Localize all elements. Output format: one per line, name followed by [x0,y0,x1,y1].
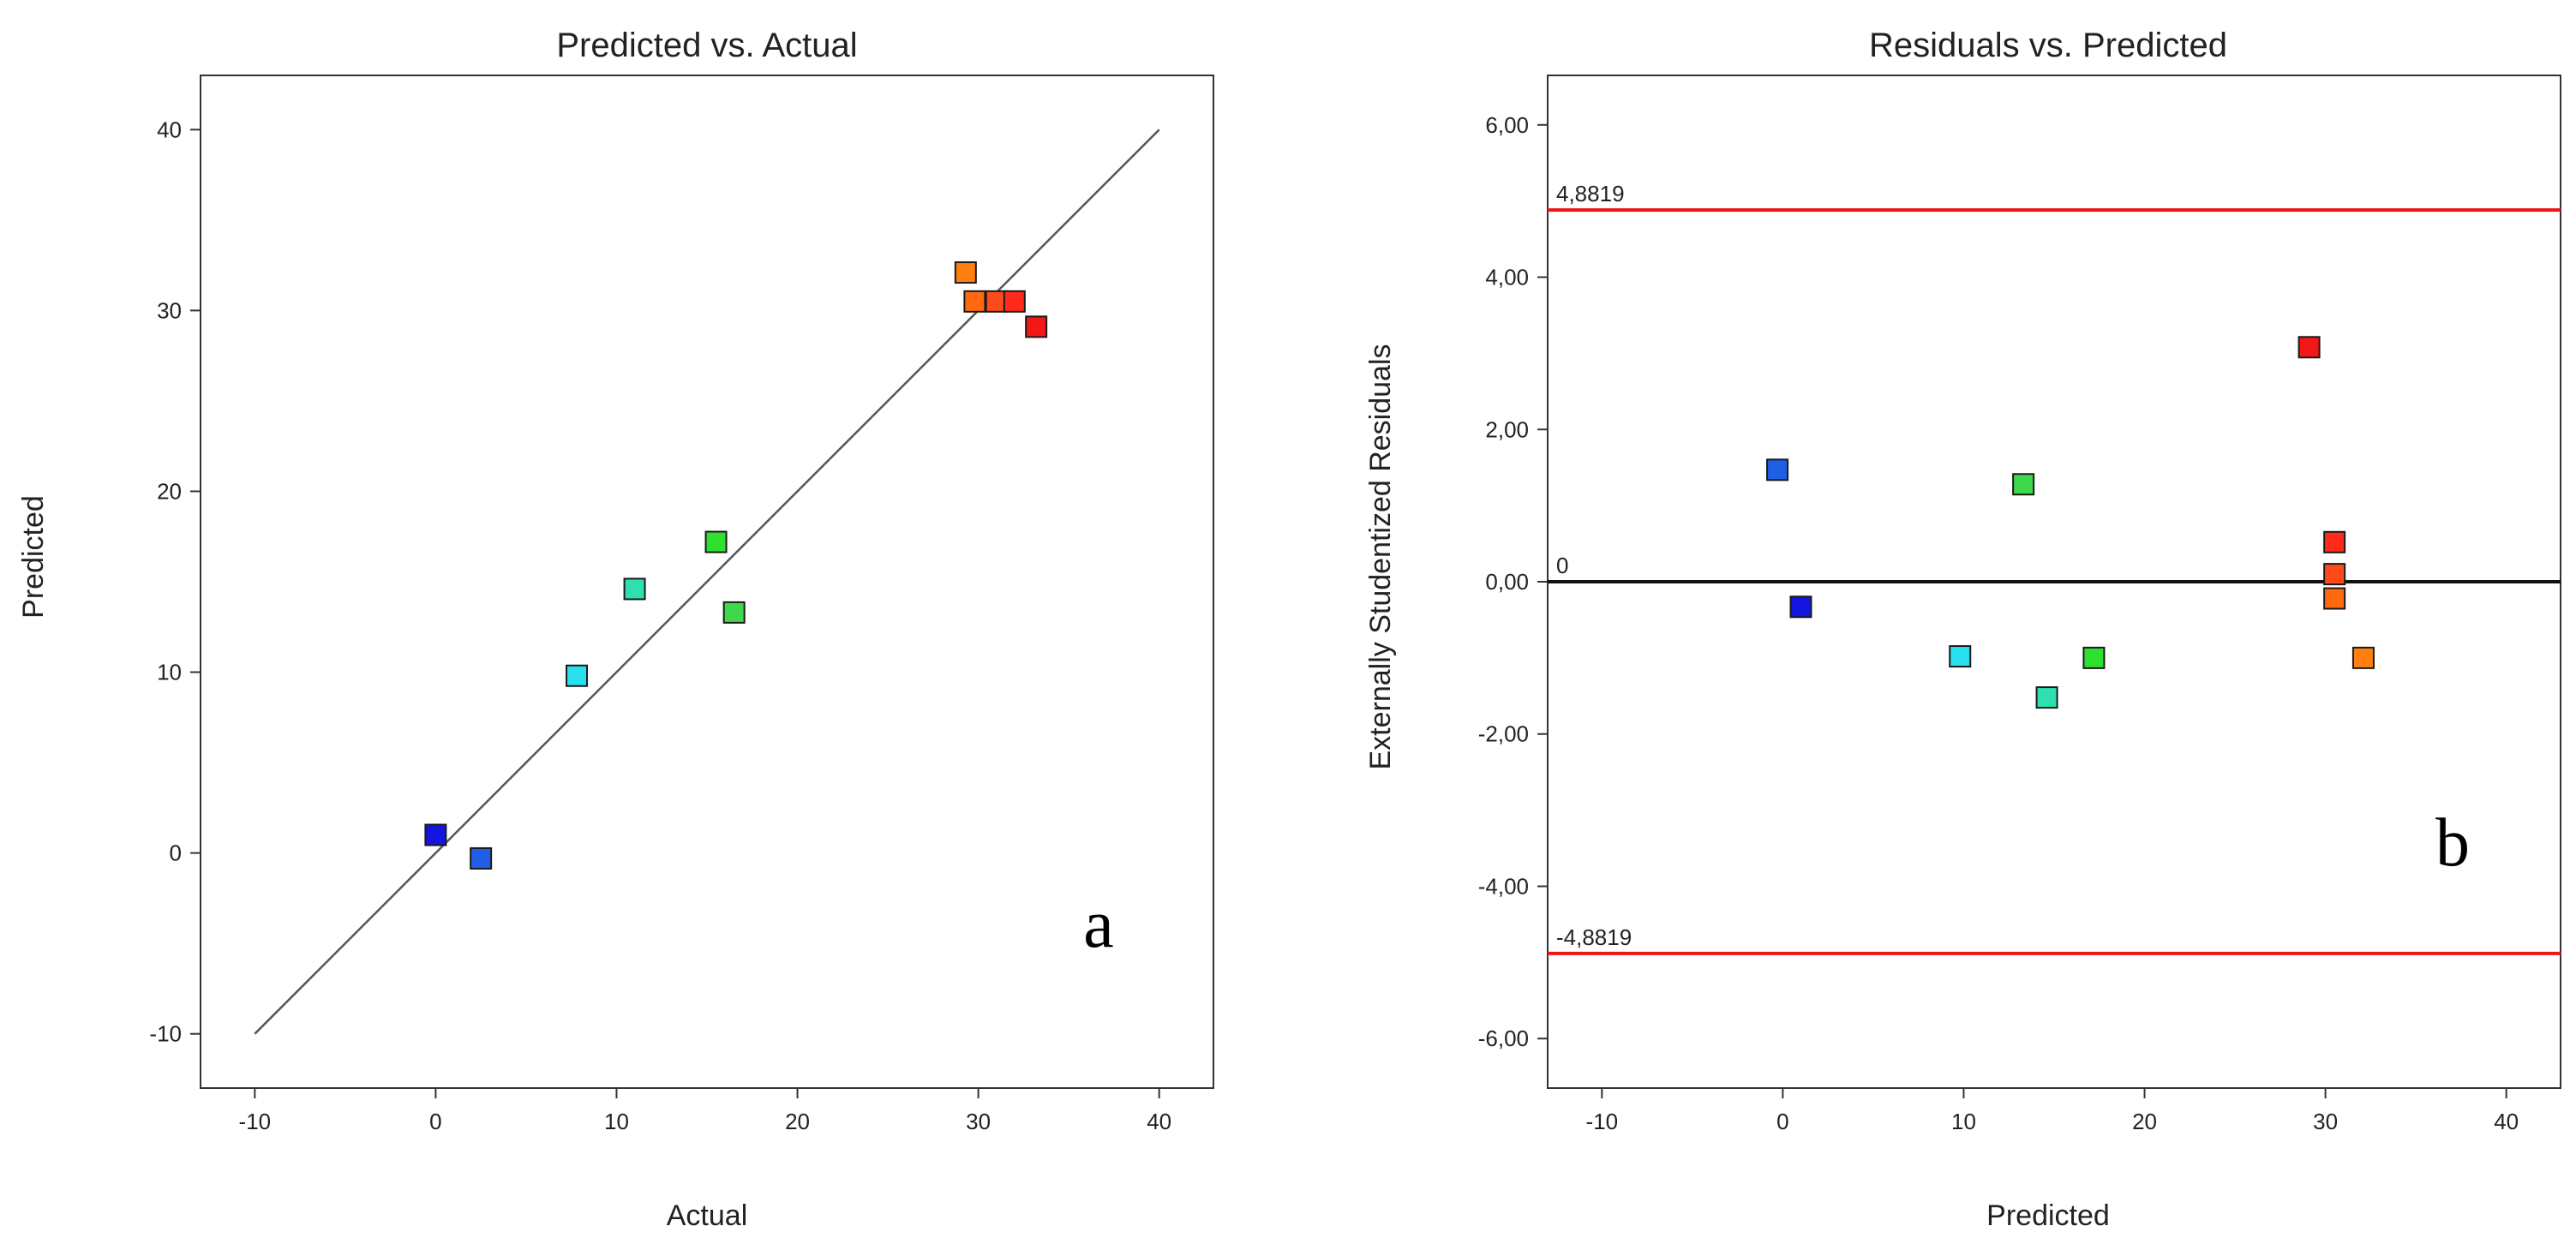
panel-b-data-point [1949,645,1972,668]
panel-a-y-tick-label: 10 [157,660,182,685]
panel-b-title: Residuals vs. Predicted [1869,27,2227,64]
panel-a-data-point [424,823,447,846]
panel-a-data-point [1003,290,1026,313]
panel-b-data-point [2323,587,2346,610]
panel-a-data-point [623,577,646,601]
panel-b-limit-line-label: 4,8819 [1556,181,1625,206]
panel-a-x-tick-label: 0 [429,1109,441,1134]
panel-b-x-axis-label: Predicted [1986,1199,2110,1232]
panel-b-letter: b [2435,805,2470,881]
panel-a-data-point [1025,315,1048,338]
panel-b-y-axis-label: Externally Studentized Residuals [1364,344,1397,769]
panel-a-x-tick-label: 20 [785,1109,810,1134]
panel-a-data-point [704,530,728,553]
panel-a-data-point [963,290,986,313]
panel-a-data-point [954,261,977,284]
panel-b-y-tick-label: -6,00 [1478,1026,1529,1051]
panel-b-y-tick-label: 4,00 [1485,265,1529,290]
panel-b-data-point [2297,336,2321,359]
panel-b-y-tick-label: 0,00 [1485,569,1529,595]
panel-a-y-tick-label: 40 [157,117,182,142]
panel-b-limit-line-label: 0 [1556,553,1568,578]
panel-a-letter: a [1083,887,1114,962]
panel-a-reference-line [254,129,1160,1035]
panel-b-data-point [2082,646,2106,669]
panel-a-title: Predicted vs. Actual [556,27,857,64]
panel-a-x-tick-label: 10 [604,1109,629,1134]
panel-b-y-tick-label: -4,00 [1478,873,1529,899]
panel-a-y-tick-label: 20 [157,478,182,504]
panel-a: Predicted vs. Actual -10 0 10 20 30 40 -10 0 10 2… [17,27,1214,1232]
panel-a-data-point [722,601,746,624]
panel-b-data-point [2351,646,2375,669]
panel-b-x-tick-label: 0 [1776,1109,1788,1134]
panel-b-x-tick-label: 10 [1951,1109,1976,1134]
panel-b-y-tick-label: -2,00 [1478,721,1529,747]
panel-a-y-axis-label: Predicted [17,495,50,619]
panel-a-data-point [470,846,493,870]
panel-b-limit-line-label: -4,8819 [1556,924,1632,950]
panel-b-data-point [2323,530,2346,553]
panel-b-x-tick-label: 30 [2313,1109,2338,1134]
panel-b-data-point [2012,473,2035,496]
panel-a-y-tick-label: -10 [149,1021,182,1047]
panel-a-plot-area: -10 0 10 20 30 40 -10 0 10 20 30 40 [149,75,1214,1134]
panel-a-data-point [566,664,589,687]
panel-b-y-tick-label: 6,00 [1485,112,1529,138]
panel-b-x-tick-label: 20 [2132,1109,2157,1134]
panel-a-y-tick-label: 30 [157,297,182,323]
panel-b: Residuals vs. Predicted -10 0 10 20 30 40 -6,0… [1364,27,2561,1232]
panel-a-x-tick-label: 30 [966,1109,991,1134]
panel-a-data-point [985,290,1008,313]
panel-b-data-point [1766,458,1789,481]
panel-b-plot-area: -10 0 10 20 30 40 -6,00 -4,00 -2,00 0,00 2,00 4,00 6… [1478,75,2561,1134]
panel-a-x-tick-label: -10 [239,1109,272,1134]
panel-b-data-point [2035,686,2058,709]
panel-b-y-tick-label: 2,00 [1485,416,1529,442]
panel-a-x-axis-label: Actual [667,1199,748,1232]
panel-b-data-point [1789,595,1812,619]
panel-a-frame [200,75,1214,1089]
panel-b-x-tick-label: 40 [2494,1109,2519,1134]
panel-a-x-tick-label: 40 [1147,1109,1171,1134]
panel-b-data-point [2323,563,2346,586]
panel-a-y-tick-label: 0 [170,840,182,866]
panel-b-x-tick-label: -10 [1586,1109,1619,1134]
